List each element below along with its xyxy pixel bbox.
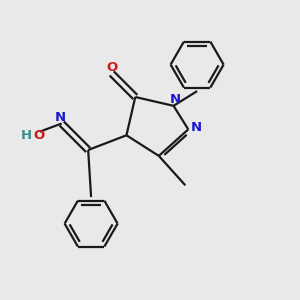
Text: N: N <box>55 110 66 124</box>
Text: N: N <box>169 93 181 106</box>
Text: O: O <box>106 61 117 74</box>
Text: O: O <box>33 129 44 142</box>
Text: H: H <box>21 129 32 142</box>
Text: N: N <box>191 122 202 134</box>
